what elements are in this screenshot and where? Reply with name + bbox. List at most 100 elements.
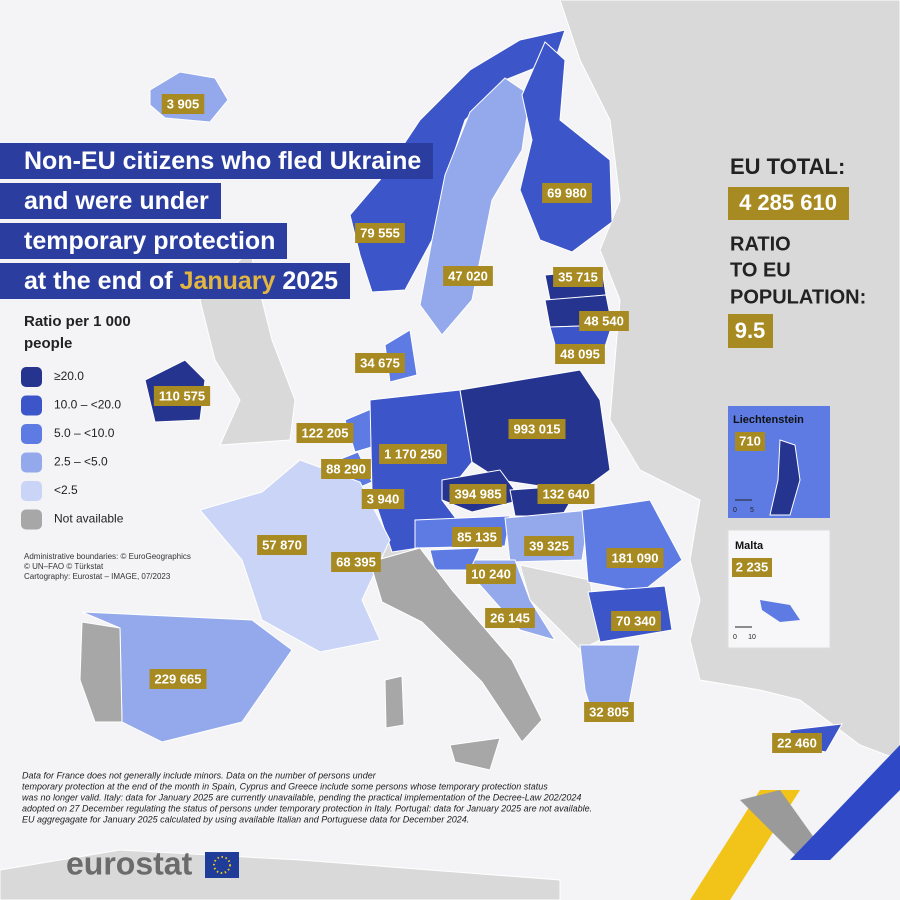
value-box <box>606 548 664 568</box>
value-box <box>537 484 595 504</box>
title-text: 2025 <box>282 267 339 295</box>
legend-swatch <box>21 395 42 416</box>
value-label: 26 145 <box>490 610 530 625</box>
value-label: 69 980 <box>547 185 587 200</box>
title-highlight: January <box>179 267 276 295</box>
scale-label: 0 <box>733 634 737 641</box>
value-box <box>542 183 592 203</box>
value-label: 22 460 <box>777 735 817 750</box>
value-label: 32 805 <box>589 704 629 719</box>
total-box <box>728 187 849 220</box>
scale-label: 5 <box>750 507 754 514</box>
legend-swatch <box>21 424 42 444</box>
title-line: Non-EU citizens who fled Ukraine <box>0 143 434 179</box>
eu-flag <box>205 852 239 878</box>
value-label: 394 985 <box>455 486 502 501</box>
sardinia <box>384 675 405 729</box>
value-box <box>584 702 634 722</box>
value-box <box>257 535 307 555</box>
france <box>199 459 391 653</box>
value-box <box>161 94 205 114</box>
value-label: 1 170 250 <box>384 446 442 461</box>
inset-value-box <box>732 558 772 577</box>
total-label: EU TOTAL: <box>730 154 845 179</box>
legend-swatch <box>21 481 42 501</box>
value-label: 3 940 <box>367 491 400 506</box>
stripe <box>790 745 900 860</box>
romania <box>581 499 683 593</box>
footnote-line: adopted on 27 December regulating the st… <box>22 803 592 813</box>
value-label: 70 340 <box>616 613 656 628</box>
value-box <box>355 223 405 243</box>
title-line: and were under <box>0 183 221 219</box>
value-label: 68 395 <box>336 554 376 569</box>
credit: Administrative boundaries: © EuroGeograp… <box>24 552 191 561</box>
ratio-label: TO EU <box>730 259 791 281</box>
value-label: 10 240 <box>471 566 511 581</box>
footnote: Data for France does not generally inclu… <box>22 770 592 824</box>
legend-label: 10.0 – <20.0 <box>54 398 121 412</box>
ratio-label: POPULATION: <box>730 286 866 308</box>
value-box <box>449 484 507 504</box>
ratio-label: RATIO <box>730 233 791 255</box>
legend-label: 5.0 – <10.0 <box>54 426 115 440</box>
inset-value: 2 235 <box>736 559 769 574</box>
legend: ≥20.0 10.0 – <20.0 5.0 – <10.0 2.5 – <5.0 <2… <box>21 367 124 530</box>
value-box <box>553 267 603 287</box>
portugal <box>79 621 123 723</box>
value-box <box>508 419 566 439</box>
title-text: at the end of <box>24 267 173 295</box>
value-box <box>153 386 211 406</box>
value-label: 110 575 <box>159 388 205 403</box>
inset-value: 710 <box>739 433 761 448</box>
value-label: 57 870 <box>262 537 302 552</box>
value-box <box>321 459 371 479</box>
value-box <box>331 552 381 572</box>
value-box <box>355 353 405 373</box>
legend-label: Not available <box>54 512 124 526</box>
footnote-line: EU aggregagate for January 2025 calculat… <box>22 814 469 824</box>
value-label: 35 715 <box>558 269 598 284</box>
legend-swatch <box>21 367 42 387</box>
value-label: 34 675 <box>360 355 400 370</box>
value-box <box>443 266 493 286</box>
credit: Cartography: Eurostat – IMAGE, 07/2023 <box>24 572 171 581</box>
value-box <box>524 536 574 556</box>
land-north-africa <box>0 849 561 900</box>
scale-label: 10 <box>748 634 756 641</box>
value-box <box>361 489 405 509</box>
value-box <box>555 344 605 364</box>
inset-value-box <box>735 432 765 451</box>
value-box <box>579 311 629 331</box>
legend-label: 2.5 – <5.0 <box>54 455 108 469</box>
value-box <box>149 669 207 689</box>
value-label: 181 090 <box>612 550 659 565</box>
title: Non-EU citizens who fled Ukraine and wer… <box>0 143 434 303</box>
value-label: 48 095 <box>560 346 600 361</box>
footnote-line: Data for France does not generally inclu… <box>22 770 377 780</box>
credit: © UN–FAO © Türkstat <box>24 562 104 571</box>
value-box <box>611 611 661 631</box>
inset-title: Malta <box>735 540 764 552</box>
eu-stars <box>213 856 231 874</box>
value-box <box>296 423 354 443</box>
total-value: 4 285 610 <box>739 190 837 215</box>
value-label: 993 015 <box>514 421 561 436</box>
value-label: 132 640 <box>543 486 590 501</box>
value-box <box>379 444 447 464</box>
legend-swatch <box>21 452 42 473</box>
legend-label: ≥20.0 <box>54 369 84 383</box>
value-box <box>466 564 516 584</box>
title-line: at the end of January 2025 <box>0 263 351 299</box>
value-label: 47 020 <box>448 268 488 283</box>
value-box <box>772 733 822 753</box>
inset-malta <box>727 529 831 649</box>
value-label: 229 665 <box>155 671 202 686</box>
ratio-box <box>728 314 773 348</box>
value-label: 85 135 <box>457 529 497 544</box>
legend-title: people <box>24 335 72 352</box>
value-label: 48 540 <box>584 313 624 328</box>
